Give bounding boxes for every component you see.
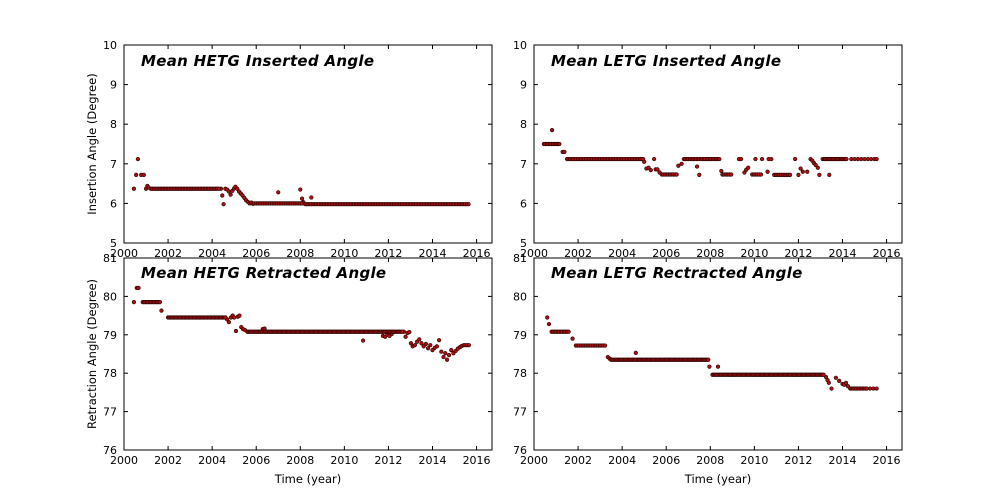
svg-text:6: 6 bbox=[110, 197, 117, 210]
svg-text:2016: 2016 bbox=[873, 247, 901, 260]
panel-letg-retracted-chart: 2000 2002 2004 2006 2008 2010 2012 2014 2016 76 77… bbox=[513, 252, 903, 467]
svg-text:76: 76 bbox=[513, 444, 527, 457]
svg-text:2010: 2010 bbox=[330, 454, 358, 467]
svg-text:7: 7 bbox=[110, 158, 117, 171]
svg-text:2016: 2016 bbox=[463, 454, 491, 467]
svg-text:2014: 2014 bbox=[829, 454, 857, 467]
svg-text:2002: 2002 bbox=[564, 454, 592, 467]
svg-text:2006: 2006 bbox=[652, 454, 680, 467]
xlabel-time-right: Time (year) bbox=[684, 472, 752, 486]
svg-text:78: 78 bbox=[513, 367, 527, 380]
svg-text:2014: 2014 bbox=[419, 454, 447, 467]
title-hetg-inserted: Mean HETG Inserted Angle bbox=[141, 52, 375, 70]
svg-text:10: 10 bbox=[513, 39, 527, 52]
svg-text:5: 5 bbox=[110, 237, 117, 250]
panel-hetg-inserted-chart: 2000 2002 2004 2006 2008 2010 2012 2014 2016 5 6 7 8… bbox=[103, 39, 493, 260]
svg-text:2006: 2006 bbox=[242, 454, 270, 467]
svg-text:2014: 2014 bbox=[829, 247, 857, 260]
svg-text:2008: 2008 bbox=[286, 454, 314, 467]
panel-hetg-retracted-chart: 2000 2002 2004 2006 2008 2010 2012 2014 2016 76 77… bbox=[103, 252, 493, 467]
svg-text:2000: 2000 bbox=[520, 247, 548, 260]
svg-text:2016: 2016 bbox=[463, 247, 491, 260]
svg-text:2010: 2010 bbox=[740, 454, 768, 467]
svg-text:2008: 2008 bbox=[696, 454, 724, 467]
svg-text:78: 78 bbox=[103, 367, 117, 380]
title-letg-inserted: Mean LETG Inserted Angle bbox=[551, 52, 782, 70]
svg-text:81: 81 bbox=[103, 252, 117, 265]
svg-text:2006: 2006 bbox=[242, 247, 270, 260]
svg-text:9: 9 bbox=[520, 79, 527, 92]
svg-text:2000: 2000 bbox=[520, 454, 548, 467]
svg-text:2004: 2004 bbox=[608, 247, 636, 260]
svg-text:2012: 2012 bbox=[374, 454, 402, 467]
svg-text:2010: 2010 bbox=[330, 247, 358, 260]
svg-text:2010: 2010 bbox=[740, 247, 768, 260]
svg-text:2000: 2000 bbox=[110, 247, 138, 260]
svg-text:2002: 2002 bbox=[154, 454, 182, 467]
svg-text:2004: 2004 bbox=[198, 247, 226, 260]
svg-text:2006: 2006 bbox=[652, 247, 680, 260]
svg-text:8: 8 bbox=[110, 118, 117, 131]
svg-text:2012: 2012 bbox=[784, 247, 812, 260]
svg-text:2002: 2002 bbox=[154, 247, 182, 260]
svg-text:6: 6 bbox=[520, 197, 527, 210]
svg-text:2002: 2002 bbox=[564, 247, 592, 260]
svg-text:2004: 2004 bbox=[608, 454, 636, 467]
svg-text:77: 77 bbox=[103, 406, 117, 419]
svg-text:7: 7 bbox=[520, 158, 527, 171]
svg-text:2004: 2004 bbox=[198, 454, 226, 467]
svg-text:76: 76 bbox=[103, 444, 117, 457]
svg-text:80: 80 bbox=[103, 290, 117, 303]
svg-text:2008: 2008 bbox=[696, 247, 724, 260]
svg-text:5: 5 bbox=[520, 237, 527, 250]
svg-text:2000: 2000 bbox=[110, 454, 138, 467]
xlabel-time-left: Time (year) bbox=[274, 472, 342, 486]
panel-letg-inserted-chart: 2000 2002 2004 2006 2008 2010 2012 2014 2016 5 6 7 8… bbox=[513, 39, 903, 260]
svg-text:81: 81 bbox=[513, 252, 527, 265]
svg-text:80: 80 bbox=[513, 290, 527, 303]
svg-text:9: 9 bbox=[110, 79, 117, 92]
svg-text:2012: 2012 bbox=[374, 247, 402, 260]
title-letg-rectracted: Mean LETG Rectracted Angle bbox=[551, 264, 803, 282]
svg-text:2008: 2008 bbox=[286, 247, 314, 260]
svg-text:77: 77 bbox=[513, 406, 527, 419]
svg-text:8: 8 bbox=[520, 118, 527, 131]
svg-text:2012: 2012 bbox=[784, 454, 812, 467]
ylabel-retraction-angle: Retraction Angle (Degree) bbox=[85, 278, 99, 430]
ylabel-insertion-angle: Insertion Angle (Degree) bbox=[85, 73, 99, 215]
svg-text:79: 79 bbox=[513, 329, 527, 342]
svg-text:2014: 2014 bbox=[419, 247, 447, 260]
svg-text:79: 79 bbox=[103, 329, 117, 342]
title-hetg-retracted: Mean HETG Retracted Angle bbox=[141, 264, 387, 282]
svg-text:2016: 2016 bbox=[873, 454, 901, 467]
svg-text:10: 10 bbox=[103, 39, 117, 52]
